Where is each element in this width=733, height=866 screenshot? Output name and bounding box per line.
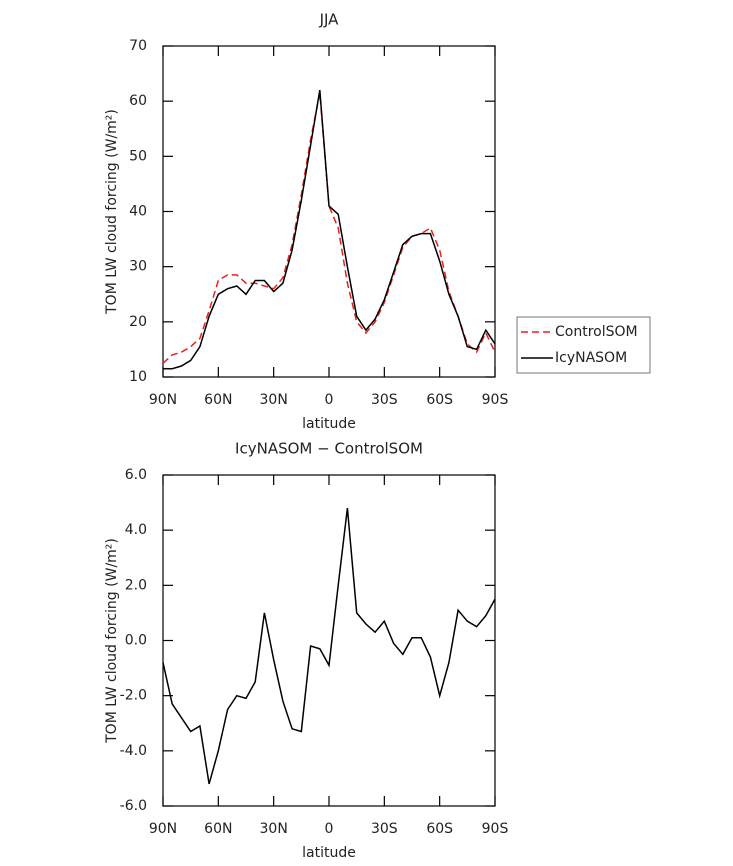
y-tick-label: 30 bbox=[129, 259, 147, 275]
x-tick-label: 0 bbox=[325, 392, 334, 408]
x-axis-label: latitude bbox=[302, 416, 356, 432]
x-tick-label: 90S bbox=[482, 392, 509, 408]
y-axis-label: TOM LW cloud forcing (W/m²) bbox=[104, 109, 120, 315]
x-tick-label: 30N bbox=[260, 821, 288, 837]
x-tick-label: 0 bbox=[325, 821, 334, 837]
x-tick-label: 60N bbox=[204, 392, 232, 408]
plot-frame bbox=[162, 45, 496, 378]
legend-label: IcyNASOM bbox=[555, 350, 627, 366]
y-tick-label: 10 bbox=[129, 369, 147, 385]
x-tick-label: 90N bbox=[149, 392, 177, 408]
y-tick-label: 60 bbox=[129, 93, 147, 109]
x-tick-label: 30N bbox=[260, 392, 288, 408]
x-tick-label: 60N bbox=[204, 821, 232, 837]
legend-label: ControlSOM bbox=[555, 324, 638, 340]
y-tick-label: 40 bbox=[129, 204, 147, 220]
x-axis-label: latitude bbox=[302, 845, 356, 861]
chart-title: IcyNASOM − ControlSOM bbox=[235, 440, 423, 458]
x-tick-label: 60S bbox=[426, 392, 453, 408]
y-tick-label: -4.0 bbox=[120, 743, 147, 759]
x-tick-label: 30S bbox=[371, 392, 398, 408]
y-tick-label: 4.0 bbox=[125, 522, 147, 538]
x-tick-label: 90S bbox=[482, 821, 509, 837]
y-tick-label: 20 bbox=[129, 314, 147, 330]
data-line bbox=[162, 508, 496, 785]
y-tick-label: 6.0 bbox=[125, 467, 147, 483]
y-tick-label: -6.0 bbox=[120, 798, 147, 814]
y-tick-label: 0.0 bbox=[125, 633, 147, 649]
data-line bbox=[162, 92, 496, 364]
y-tick-label: -2.0 bbox=[120, 688, 147, 704]
chart-title: JJA bbox=[319, 11, 340, 29]
y-tick-label: 70 bbox=[129, 38, 147, 54]
x-tick-label: 30S bbox=[371, 821, 398, 837]
x-tick-label: 90N bbox=[149, 821, 177, 837]
legend-box bbox=[516, 316, 651, 374]
y-axis-label: TOM LW cloud forcing (W/m²) bbox=[104, 538, 120, 744]
plot-frame bbox=[162, 474, 496, 807]
y-tick-label: 50 bbox=[129, 148, 147, 164]
y-tick-label: 2.0 bbox=[125, 577, 147, 593]
x-tick-label: 60S bbox=[426, 821, 453, 837]
data-line bbox=[163, 89, 496, 370]
